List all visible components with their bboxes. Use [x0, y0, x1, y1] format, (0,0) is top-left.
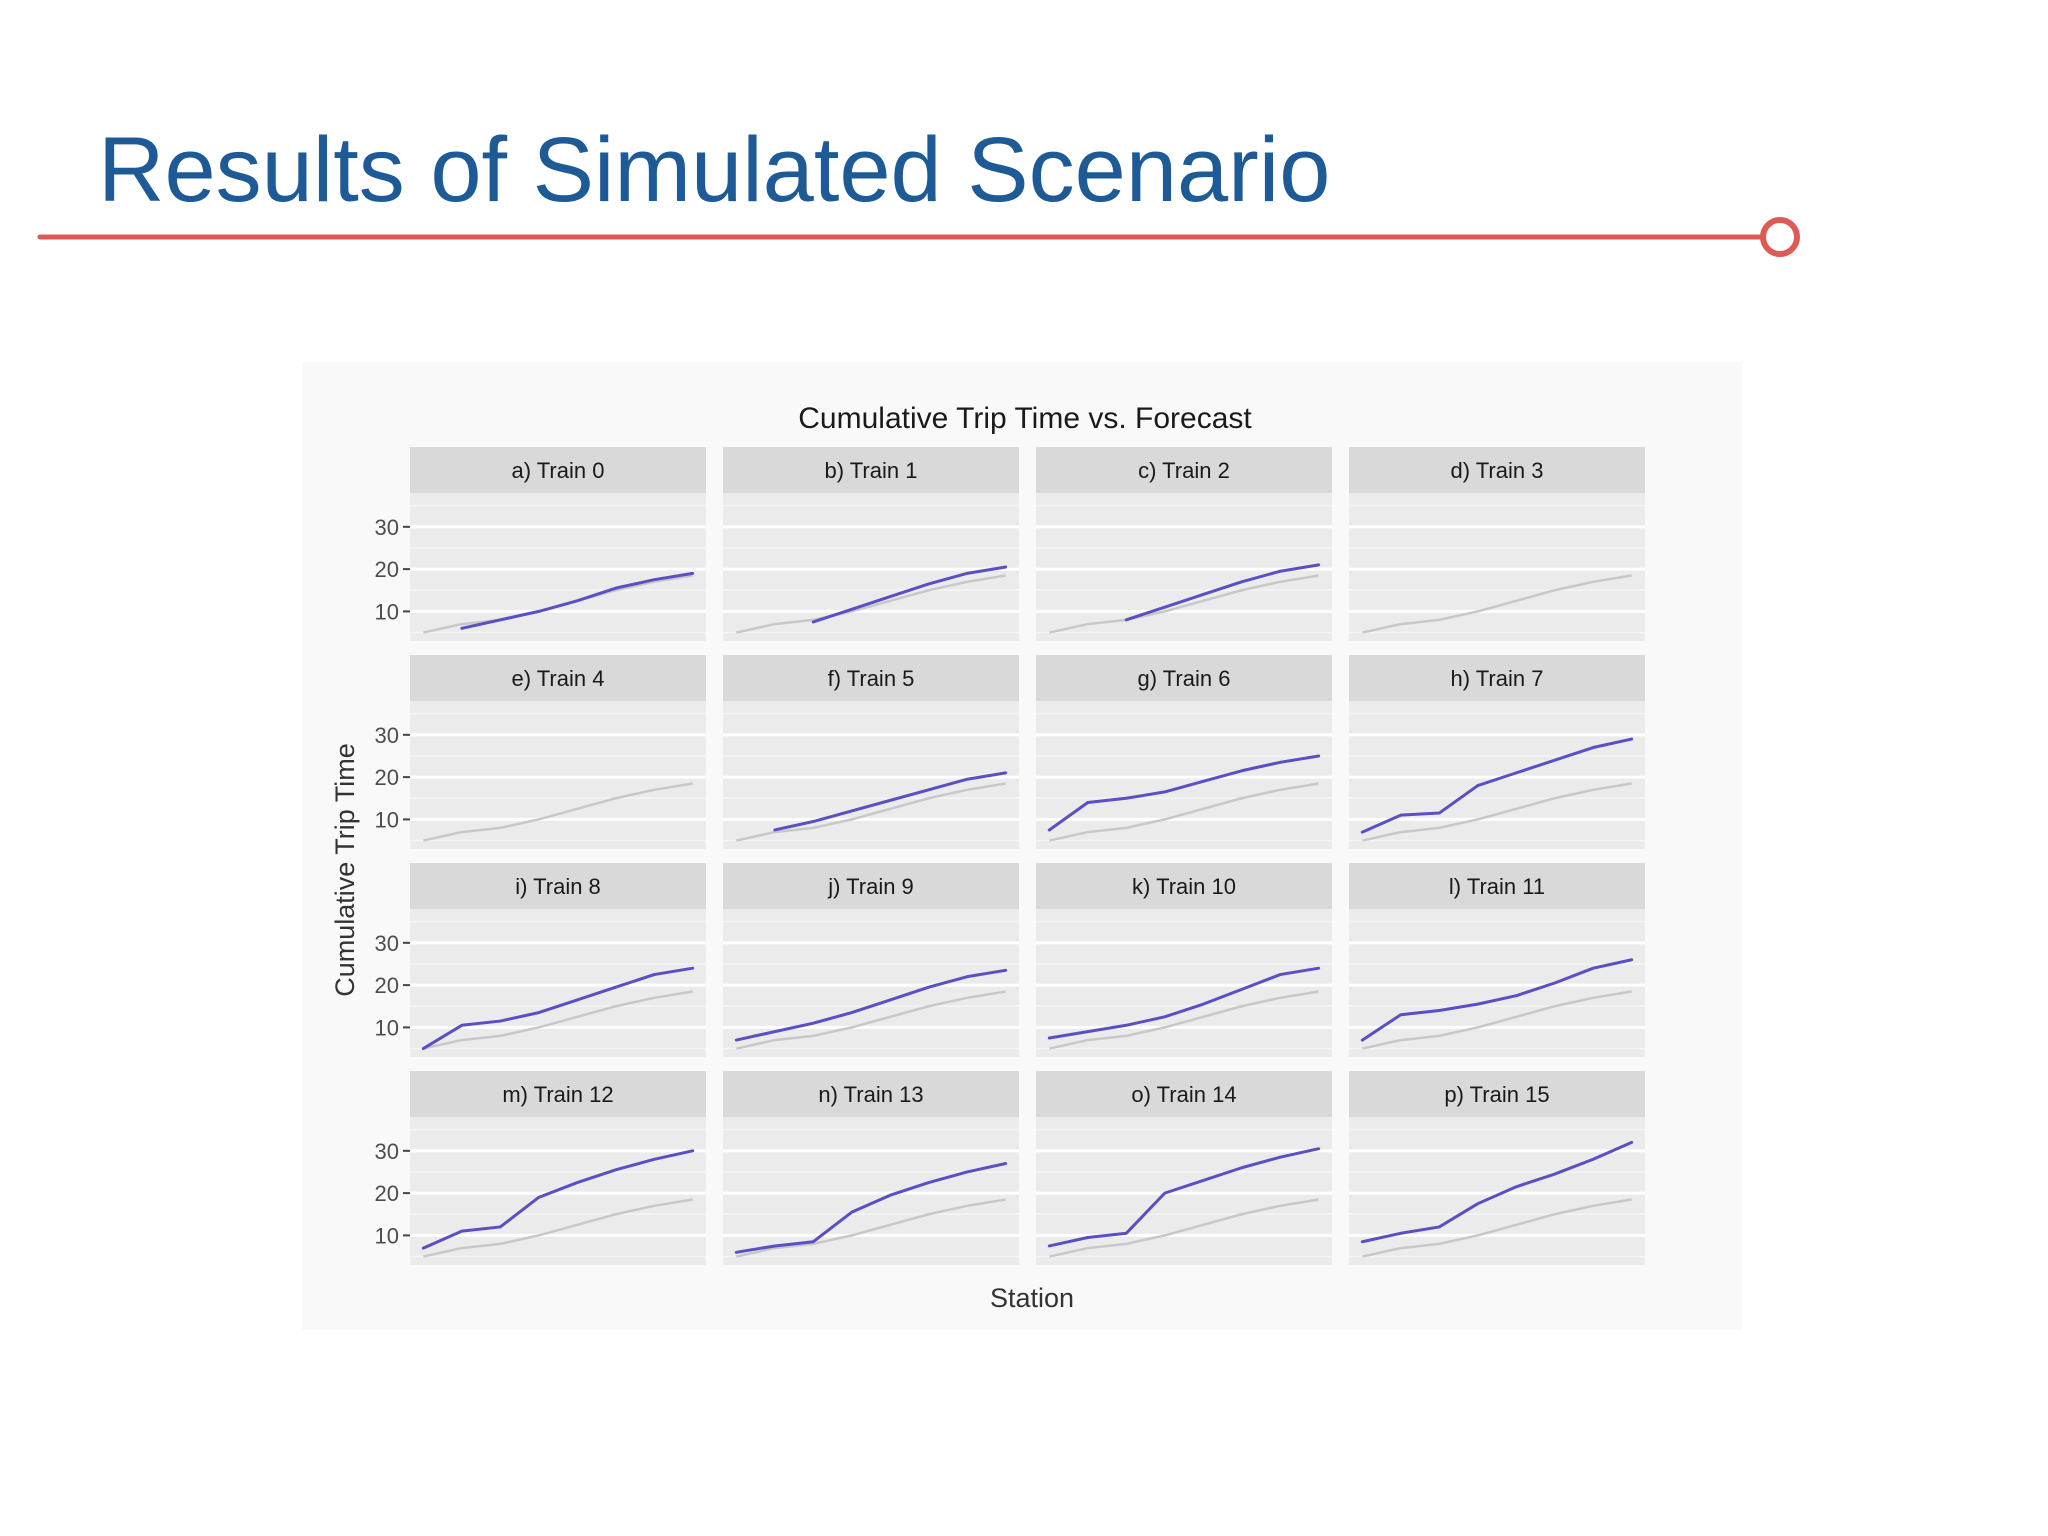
facet-label: o) Train 14	[1131, 1082, 1236, 1107]
y-tick-label: 10	[375, 1223, 399, 1248]
facet-label: d) Train 3	[1451, 458, 1544, 483]
y-tick-label: 20	[375, 1181, 399, 1206]
facet-plot-area	[723, 701, 1019, 849]
title-underline	[0, 0, 2048, 300]
facet-label: b) Train 1	[825, 458, 918, 483]
y-tick-label: 30	[375, 515, 399, 540]
facet-label: i) Train 8	[515, 874, 601, 899]
facet-label: c) Train 2	[1138, 458, 1230, 483]
y-tick-label: 10	[375, 807, 399, 832]
facet-label: n) Train 13	[818, 1082, 923, 1107]
y-tick-label: 20	[375, 557, 399, 582]
facet-label: e) Train 4	[512, 666, 605, 691]
facet-plot-area	[1349, 493, 1645, 641]
facet-label: p) Train 15	[1444, 1082, 1549, 1107]
facet-panel: f) Train 5	[723, 655, 1019, 849]
facet-label: a) Train 0	[512, 458, 605, 483]
y-tick-label: 30	[375, 1139, 399, 1164]
y-tick-label: 30	[375, 723, 399, 748]
facet-panel: l) Train 11	[1349, 863, 1645, 1057]
y-tick-label: 20	[375, 765, 399, 790]
facet-plot-area	[1036, 701, 1332, 849]
facet-plot-area	[410, 701, 706, 849]
facet-panel: i) Train 8 10 20 30	[375, 863, 706, 1057]
facet-panel: p) Train 15	[1349, 1071, 1645, 1265]
facet-panel: j) Train 9	[723, 863, 1019, 1057]
chart-svg: Cumulative Trip Time vs. Forecast Statio…	[302, 362, 1742, 1330]
facet-label: l) Train 11	[1449, 874, 1545, 899]
facet-plot-area	[1349, 909, 1645, 1057]
y-tick-label: 10	[375, 599, 399, 624]
facet-panel: d) Train 3	[1349, 447, 1645, 641]
facet-panel: g) Train 6	[1036, 655, 1332, 849]
title-underline-end-circle	[1763, 220, 1797, 254]
facet-panel: o) Train 14	[1036, 1071, 1332, 1265]
facet-plot-area	[723, 493, 1019, 641]
y-tick-label: 20	[375, 973, 399, 998]
facet-plot-area	[1349, 1117, 1645, 1265]
facet-label: g) Train 6	[1138, 666, 1231, 691]
facet-plot-area	[1036, 909, 1332, 1057]
facet-plot-area	[723, 909, 1019, 1057]
facet-panel: c) Train 2	[1036, 447, 1332, 641]
facet-label: j) Train 9	[827, 874, 914, 899]
x-axis-label: Station	[990, 1283, 1074, 1313]
y-tick-label: 30	[375, 931, 399, 956]
facet-plot-area	[1036, 1117, 1332, 1265]
facet-plot-area	[723, 1117, 1019, 1265]
y-axis-label: Cumulative Trip Time	[330, 743, 360, 997]
facet-label: k) Train 10	[1132, 874, 1236, 899]
chart-title: Cumulative Trip Time vs. Forecast	[798, 402, 1252, 435]
facet-plot-area	[410, 493, 706, 641]
facet-label: m) Train 12	[502, 1082, 613, 1107]
facet-plot-area	[1036, 493, 1332, 641]
facet-panel: n) Train 13	[723, 1071, 1019, 1265]
facet-plot-area	[410, 909, 706, 1057]
facet-panel: a) Train 0 10 20 30	[375, 447, 706, 641]
facet-plot-area	[1349, 701, 1645, 849]
facet-label: f) Train 5	[828, 666, 915, 691]
facet-label: h) Train 7	[1451, 666, 1544, 691]
faceted-line-chart: Cumulative Trip Time vs. Forecast Statio…	[302, 362, 1742, 1335]
facet-panel: h) Train 7	[1349, 655, 1645, 849]
facet-panel: k) Train 10	[1036, 863, 1332, 1057]
facet-panel: m) Train 12 10 20 30	[375, 1071, 706, 1265]
facet-panel: b) Train 1	[723, 447, 1019, 641]
facet-panel: e) Train 4 10 20 30	[375, 655, 706, 849]
y-tick-label: 10	[375, 1015, 399, 1040]
